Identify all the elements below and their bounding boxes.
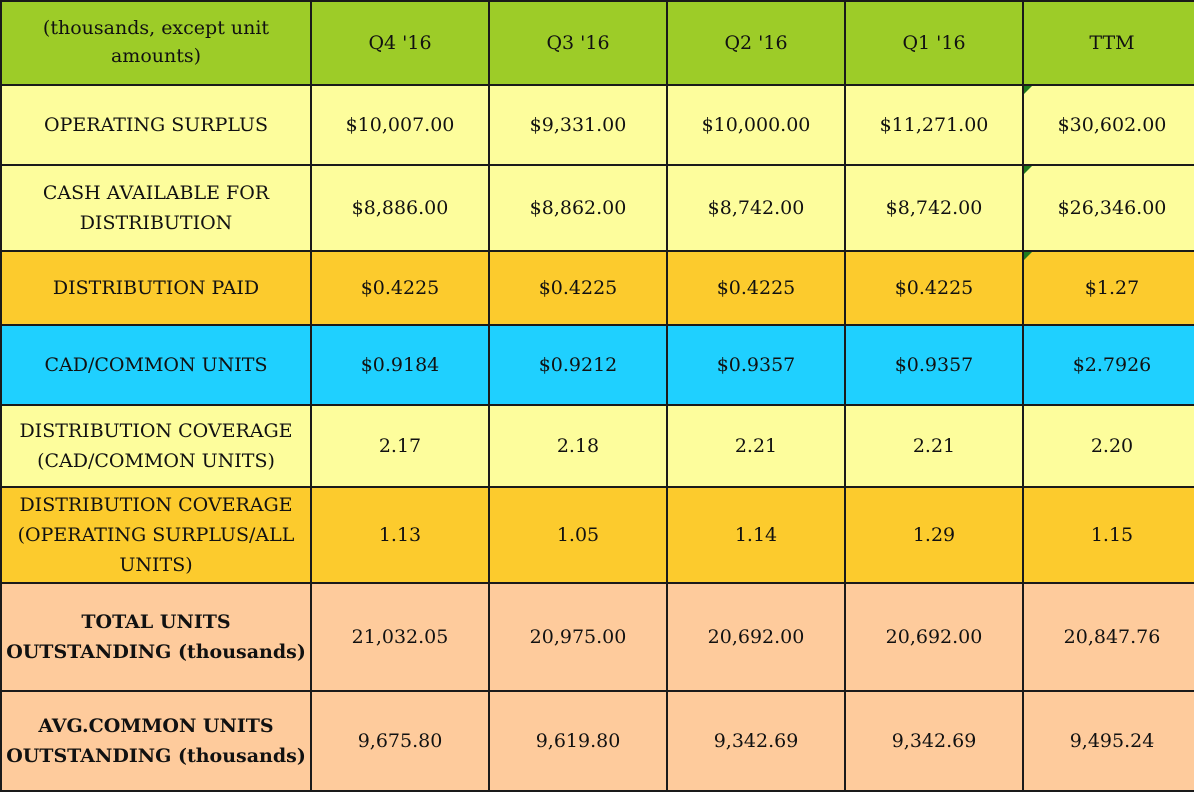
value-cell-q2: $0.9357 [666, 324, 846, 406]
value-cell-q1: $0.9357 [844, 324, 1024, 406]
value-cell-q1: $0.4225 [844, 250, 1024, 326]
column-header-ttm: TTM [1022, 0, 1194, 86]
value-cell-ttm: 2.20 [1022, 404, 1194, 488]
value-cell-q4: 21,032.05 [310, 582, 490, 692]
column-header-q4: Q4 '16 [310, 0, 490, 86]
value-cell-q2: 9,342.69 [666, 690, 846, 792]
comment-indicator-icon [1025, 253, 1032, 260]
value-cell-ttm: $1.27 [1022, 250, 1194, 326]
value-cell-ttm: 9,495.24 [1022, 690, 1194, 792]
row-label: TOTAL UNITS OUTSTANDING (thousands) [0, 582, 312, 692]
header-label-cell: (thousands, except unit amounts) [0, 0, 312, 86]
value-cell-q1: 9,342.69 [844, 690, 1024, 792]
comment-indicator-icon [1025, 167, 1032, 174]
column-header-q2: Q2 '16 [666, 0, 846, 86]
row-label: AVG.COMMON UNITS OUTSTANDING (thousands) [0, 690, 312, 792]
table-row: DISTRIBUTION PAID $0.4225 $0.4225 $0.4225 $0… [0, 250, 1194, 326]
value-cell-q2: $0.4225 [666, 250, 846, 326]
value-cell-q1: 2.21 [844, 404, 1024, 488]
value-cell-ttm: $2.7926 [1022, 324, 1194, 406]
row-label: DISTRIBUTION PAID [0, 250, 312, 326]
table-row: DISTRIBUTION COVERAGE (CAD/COMMON UNITS)… [0, 404, 1194, 488]
table-row: CAD/COMMON UNITS $0.9184 $0.9212 $0.9357 $0.… [0, 324, 1194, 406]
value-cell-ttm: 20,847.76 [1022, 582, 1194, 692]
value-cell-ttm: $26,346.00 [1022, 164, 1194, 252]
row-label: DISTRIBUTION COVERAGE (OPERATING SURPLUS… [0, 486, 312, 584]
value-cell-q4: $8,886.00 [310, 164, 490, 252]
value-cell-q4: $10,007.00 [310, 84, 490, 166]
value-cell-q1: $8,742.00 [844, 164, 1024, 252]
value-cell-q1: 1.29 [844, 486, 1024, 584]
header-row: (thousands, except unit amounts) Q4 '16 … [0, 0, 1194, 86]
value-cell-ttm: $30,602.00 [1022, 84, 1194, 166]
value-cell-ttm: 1.15 [1022, 486, 1194, 584]
table-row: CASH AVAILABLE FOR DISTRIBUTION $8,886.00… [0, 164, 1194, 252]
value-cell-q3: $0.4225 [488, 250, 668, 326]
value-cell-q4: 1.13 [310, 486, 490, 584]
value-cell-q3: $0.9212 [488, 324, 668, 406]
value-cell-q4: 2.17 [310, 404, 490, 488]
column-header-q1: Q1 '16 [844, 0, 1024, 86]
table-row: TOTAL UNITS OUTSTANDING (thousands) 21,03… [0, 582, 1194, 692]
table-row: DISTRIBUTION COVERAGE (OPERATING SURPLUS… [0, 486, 1194, 584]
value-cell-q3: 9,619.80 [488, 690, 668, 792]
comment-indicator-icon [1025, 87, 1032, 94]
row-label: OPERATING SURPLUS [0, 84, 312, 166]
value-cell-q4: $0.9184 [310, 324, 490, 406]
table-row: OPERATING SURPLUS $10,007.00 $9,331.00 $10,… [0, 84, 1194, 166]
value-cell-q2: 2.21 [666, 404, 846, 488]
value-cell-q4: 9,675.80 [310, 690, 490, 792]
value-cell-q1: $11,271.00 [844, 84, 1024, 166]
value-cell-q3: 20,975.00 [488, 582, 668, 692]
value-cell-q1: 20,692.00 [844, 582, 1024, 692]
value-cell-q2: $10,000.00 [666, 84, 846, 166]
value-cell-q2: $8,742.00 [666, 164, 846, 252]
row-label: DISTRIBUTION COVERAGE (CAD/COMMON UNITS) [0, 404, 312, 488]
value-cell-q3: $9,331.00 [488, 84, 668, 166]
value-cell-q3: $8,862.00 [488, 164, 668, 252]
value-cell-q4: $0.4225 [310, 250, 490, 326]
value-cell-q3: 2.18 [488, 404, 668, 488]
table-row: AVG.COMMON UNITS OUTSTANDING (thousands)… [0, 690, 1194, 792]
row-label: CASH AVAILABLE FOR DISTRIBUTION [0, 164, 312, 252]
value-cell-q3: 1.05 [488, 486, 668, 584]
row-label: CAD/COMMON UNITS [0, 324, 312, 406]
value-cell-q2: 20,692.00 [666, 582, 846, 692]
column-header-q3: Q3 '16 [488, 0, 668, 86]
value-cell-q2: 1.14 [666, 486, 846, 584]
